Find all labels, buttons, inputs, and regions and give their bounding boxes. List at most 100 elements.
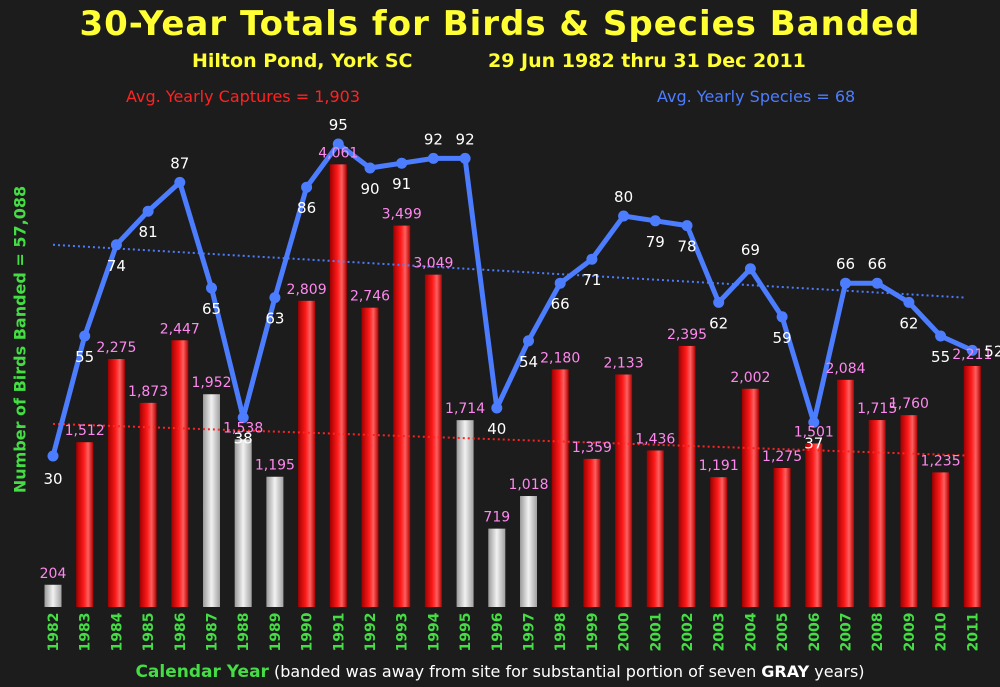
- bar-1986: [171, 340, 189, 607]
- x-tick-label-2006: 2006: [807, 613, 823, 652]
- species-point-1992: [364, 162, 376, 174]
- trendline-captures: [52, 422, 966, 457]
- species-point-2005: [776, 311, 788, 323]
- bar-value-label-2005: 1,275: [762, 449, 802, 465]
- species-point-1999: [586, 253, 598, 265]
- species-value-label-2010: 55: [931, 348, 950, 366]
- species-point-1984: [110, 239, 122, 251]
- species-value-label-1994: 92: [424, 130, 443, 148]
- species-point-1988: [237, 412, 249, 424]
- species-point-2010: [935, 330, 947, 342]
- species-point-1996: [491, 402, 503, 414]
- x-tick-label-1996: 1996: [490, 613, 506, 652]
- x-tick-label-2011: 2011: [965, 613, 981, 652]
- x-tick-label-1992: 1992: [363, 613, 379, 652]
- species-value-label-1992: 90: [360, 180, 379, 198]
- x-tick-label-2005: 2005: [775, 613, 791, 652]
- bar-value-label-1999: 1,359: [572, 440, 612, 456]
- bar-1985: [139, 402, 157, 607]
- x-tick-label-2000: 2000: [617, 612, 633, 651]
- x-axis-label-main: Calendar Year: [135, 662, 269, 682]
- species-value-label-1997: 54: [519, 353, 538, 371]
- bar-1994: [424, 274, 442, 607]
- x-tick-label-1989: 1989: [268, 613, 284, 652]
- species-value-label-1989: 63: [265, 310, 284, 328]
- bar-value-label-2002: 2,395: [667, 327, 707, 343]
- bar-2002: [678, 345, 696, 607]
- species-value-label-1988: 38: [234, 430, 253, 448]
- species-value-label-2009: 62: [899, 314, 918, 332]
- bar-2007: [837, 379, 854, 607]
- bar-2000: [615, 374, 633, 607]
- avg-species-label: Avg. Yearly Species = 68: [657, 87, 856, 106]
- species-value-label-2000: 80: [614, 188, 633, 206]
- x-tick-label-1982: 1982: [46, 613, 62, 652]
- x-tick-label-1997: 1997: [522, 613, 538, 652]
- species-value-label-1983: 55: [75, 348, 94, 366]
- bar-value-label-2006: 1,501: [794, 424, 834, 440]
- x-axis-note-pre: (banded was away from site for substanti…: [268, 662, 762, 681]
- bar-2001: [646, 450, 664, 607]
- x-tick-label-1994: 1994: [426, 612, 442, 651]
- species-point-2001: [649, 215, 661, 227]
- bar-value-label-1985: 1,873: [128, 384, 168, 400]
- bar-2009: [900, 415, 918, 607]
- x-tick-label-2007: 2007: [839, 613, 855, 652]
- bar-1995: [456, 420, 474, 607]
- bar-1984: [107, 359, 125, 607]
- bar-2006: [805, 443, 823, 607]
- bar-value-label-2004: 2,002: [730, 370, 770, 386]
- species-point-1998: [554, 277, 566, 289]
- species-value-label-1998: 66: [551, 295, 570, 313]
- bar-2011: [963, 366, 981, 607]
- x-tick-label-2008: 2008: [870, 613, 886, 652]
- species-point-1989: [269, 292, 281, 304]
- x-axis-label: Calendar Year (banded was away from site…: [0, 662, 1000, 682]
- species-value-label-1993: 91: [392, 175, 411, 193]
- bar-value-label-2000: 2,133: [604, 356, 644, 372]
- bar-value-label-2009: 1,760: [889, 396, 929, 412]
- bar-1983: [76, 442, 94, 607]
- species-point-2011: [966, 344, 978, 356]
- species-value-label-2005: 59: [773, 329, 792, 347]
- bar-value-label-1990: 2,809: [287, 282, 327, 298]
- species-point-1994: [427, 152, 439, 164]
- chart-title: 30-Year Totals for Birds & Species Bande…: [79, 4, 921, 44]
- species-point-1985: [142, 205, 154, 217]
- bar-value-label-1993: 3,499: [382, 207, 422, 223]
- bar-1997: [520, 496, 537, 607]
- x-tick-label-2003: 2003: [712, 613, 728, 652]
- chart-subtitle-dates: 29 Jun 1982 thru 31 Dec 2011: [488, 50, 806, 72]
- x-axis-note-bold: GRAY: [761, 662, 810, 681]
- bar-1989: [266, 476, 284, 607]
- bar-1998: [551, 369, 569, 607]
- bar-value-label-1988: 1,538: [223, 420, 263, 436]
- bar-value-label-1994: 3,049: [413, 256, 453, 272]
- bar-2003: [710, 477, 728, 607]
- species-point-2008: [871, 277, 883, 289]
- bar-value-label-1989: 1,195: [255, 458, 295, 474]
- species-value-label-1990: 86: [297, 199, 316, 217]
- bar-1988: [234, 439, 252, 607]
- species-point-2002: [681, 220, 693, 232]
- trendline-species: [52, 243, 966, 299]
- bar-value-label-1992: 2,746: [350, 289, 390, 305]
- chart-subtitle-location: Hilton Pond, York SC: [192, 50, 413, 72]
- bar-1999: [583, 458, 601, 607]
- bar-1990: [298, 300, 316, 607]
- species-point-2003: [713, 296, 725, 308]
- x-tick-label-2009: 2009: [902, 613, 918, 652]
- bar-value-label-1982: 204: [40, 566, 67, 582]
- species-point-1991: [332, 138, 344, 150]
- x-tick-label-2004: 2004: [743, 612, 759, 651]
- x-tick-label-1999: 1999: [585, 613, 601, 652]
- bar-value-label-1987: 1,952: [191, 375, 231, 391]
- species-line: [50, 141, 974, 457]
- bar-value-label-2011: 2,211: [952, 347, 992, 363]
- bar-1992: [361, 307, 379, 607]
- x-tick-label-1998: 1998: [553, 613, 569, 652]
- x-tick-label-1987: 1987: [205, 613, 221, 652]
- species-value-label-1996: 40: [487, 420, 506, 438]
